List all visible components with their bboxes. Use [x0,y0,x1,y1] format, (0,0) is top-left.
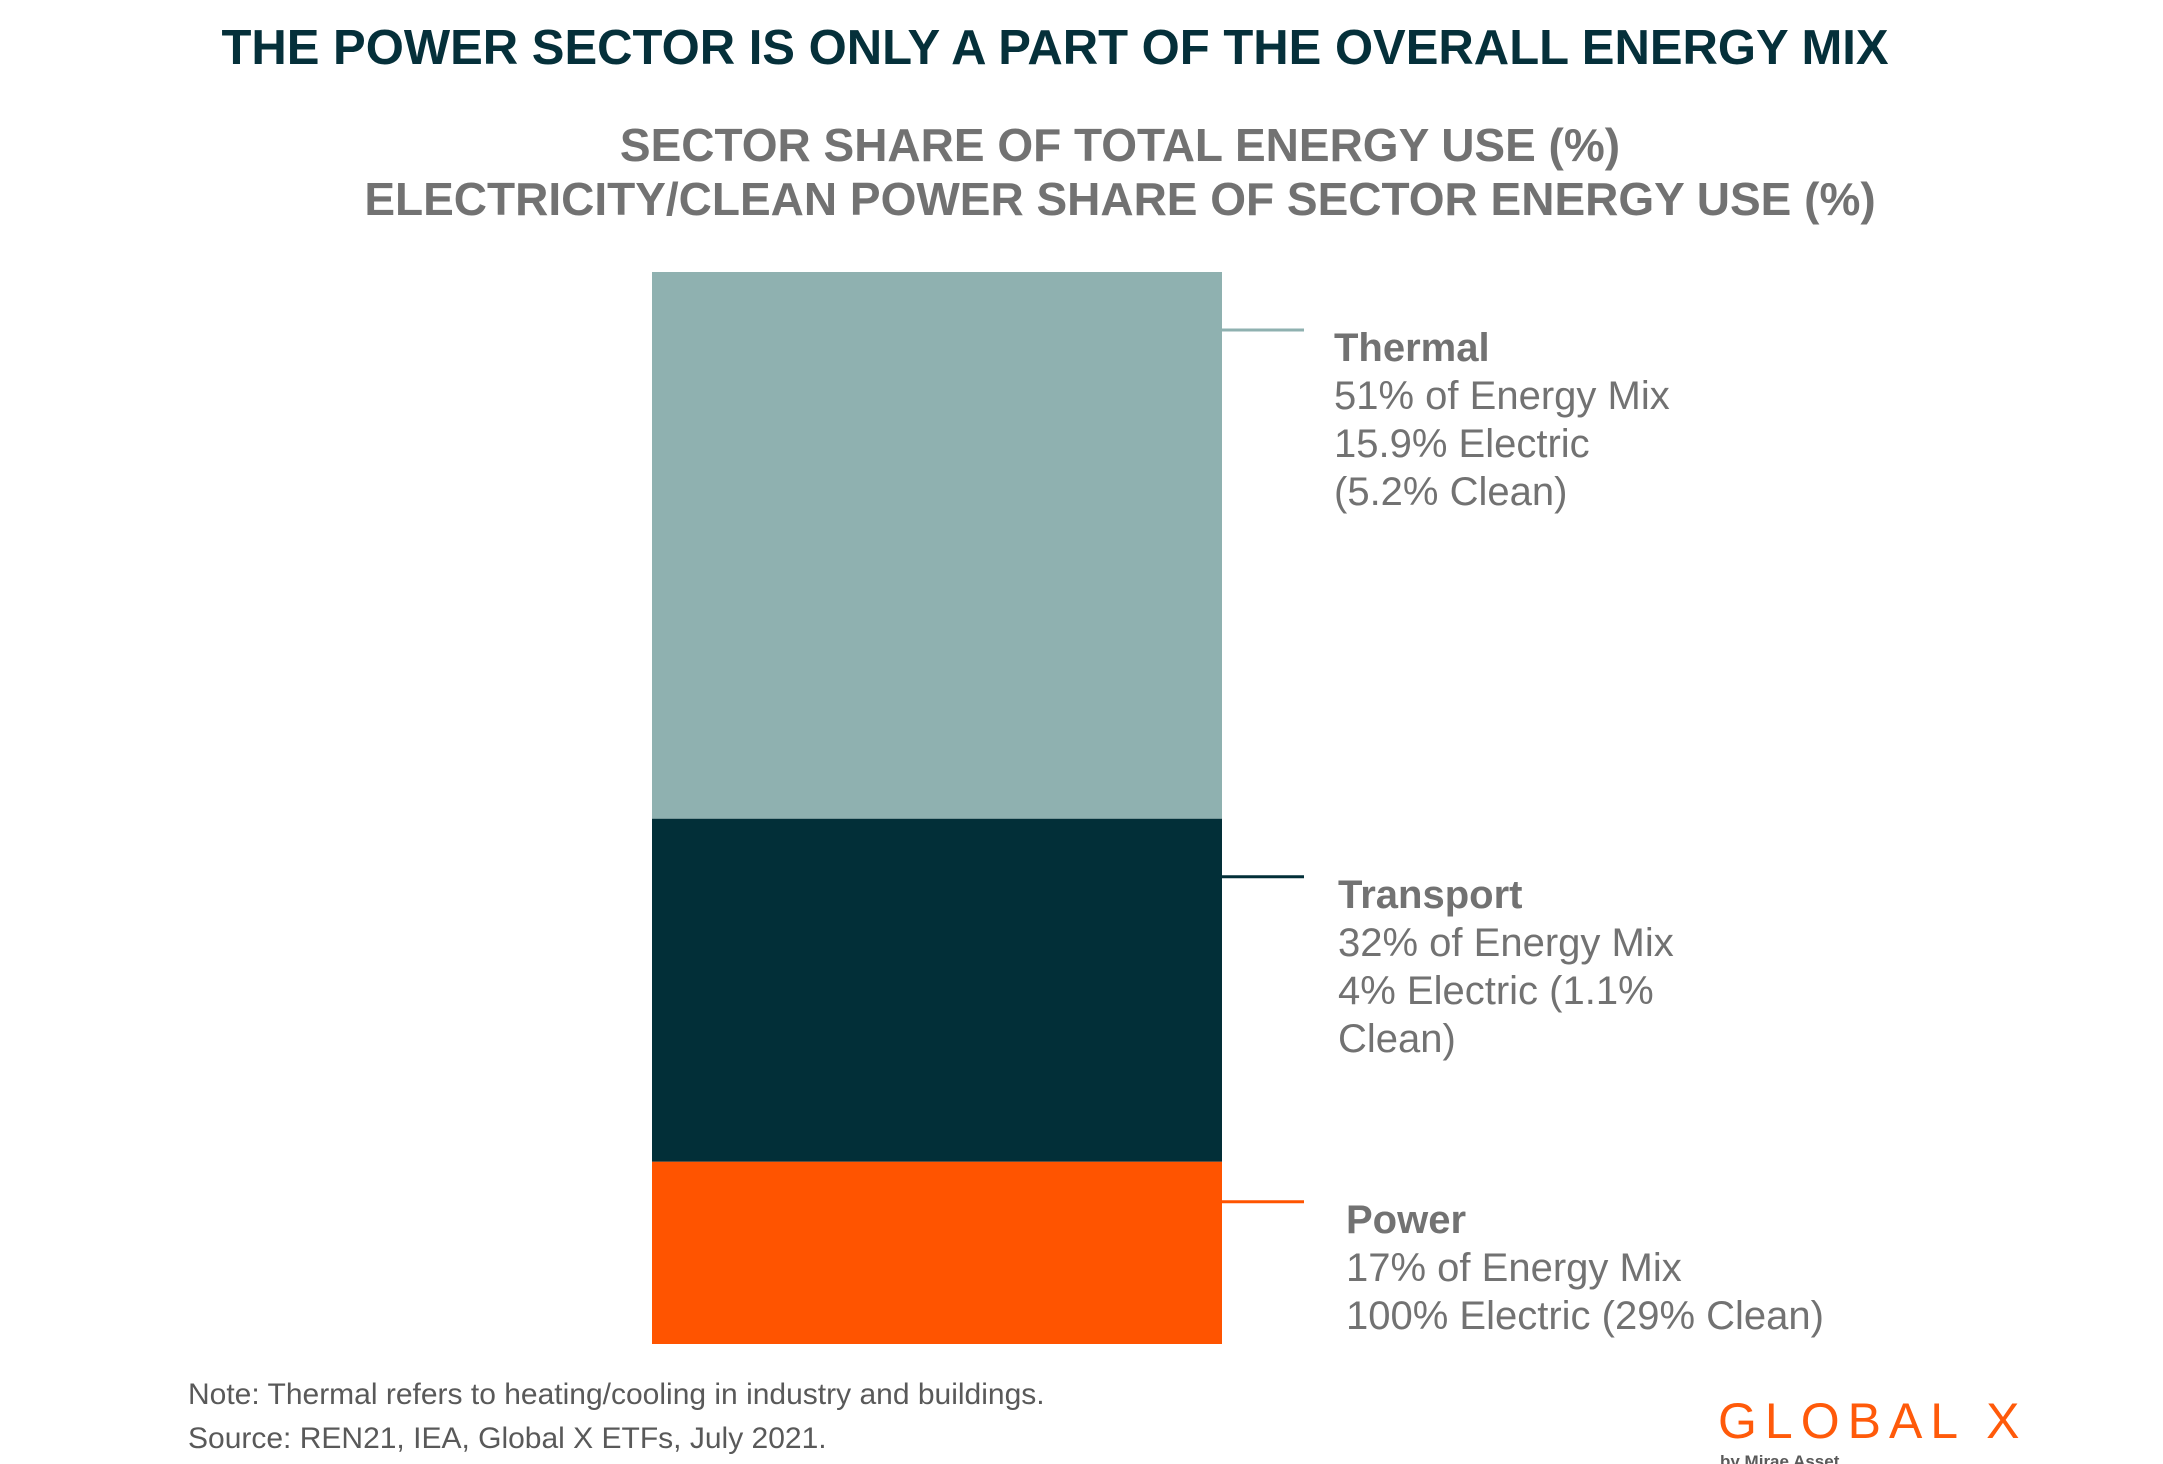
chart-subtitle-line-1: SECTOR SHARE OF TOTAL ENERGY USE (%) [619,119,1621,171]
segment-detail-transport-3: Clean) [1338,1016,1456,1061]
global-x-logo: GLOBAL X by Mirae Asset [1718,1393,2028,1464]
chart-note: Note: Thermal refers to heating/cooling … [188,1378,1045,1411]
bar-segment-thermal [652,272,1222,819]
bar-segment-power [652,1161,1222,1344]
segment-detail-power-2: 100% Electric (29% Clean) [1346,1293,1824,1338]
logo-tagline: by Mirae Asset [1720,1452,1840,1464]
chart-title: THE POWER SECTOR IS ONLY A PART OF THE O… [221,21,1889,75]
segment-detail-thermal-3: (5.2% Clean) [1334,470,1568,514]
segment-detail-transport-1: 32% of Energy Mix [1338,920,1674,965]
bar-segment-transport [652,818,1222,1162]
segment-detail-transport-2: 4% Electric (1.1% [1338,968,1654,1013]
chart-source: Source: REN21, IEA, Global X ETFs, July … [188,1422,827,1455]
segment-label-transport: Transport 32% of Energy Mix 4% Electric (1… [1338,871,1674,1063]
chart-subtitle-line-2: ELECTRICITY/CLEAN POWER SHARE OF SECTOR … [364,173,1876,225]
segment-name-power: Power [1346,1197,1467,1242]
segment-detail-thermal-2: 15.9% Electric [1334,422,1590,466]
segment-detail-power-1: 17% of Energy Mix [1346,1245,1682,1290]
segment-name-transport: Transport [1338,872,1523,917]
segment-detail-thermal-1: 51% of Energy Mix [1334,374,1670,418]
segment-name-thermal: Thermal [1334,326,1490,370]
logo-wordmark: GLOBAL X [1718,1393,2028,1449]
segment-label-thermal: Thermal 51% of Energy Mix 15.9% Electric (5… [1334,324,1670,516]
segment-label-power: Power 17% of Energy Mix 100% Electric (29%… [1346,1196,1824,1340]
